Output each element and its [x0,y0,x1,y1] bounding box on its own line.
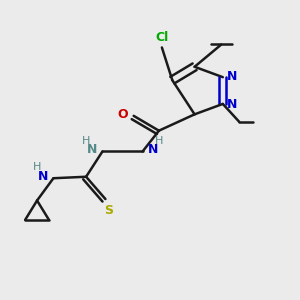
Text: N: N [227,70,238,83]
Text: N: N [87,143,97,156]
Text: Cl: Cl [155,31,169,44]
Text: H: H [32,162,41,172]
Text: O: O [118,108,128,122]
Text: N: N [148,143,158,156]
Text: N: N [38,170,48,183]
Text: N: N [227,98,238,111]
Text: H: H [82,136,91,146]
Text: S: S [104,204,113,218]
Text: H: H [154,136,163,146]
